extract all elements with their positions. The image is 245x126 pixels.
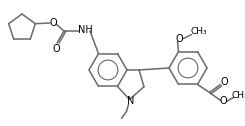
- Text: O: O: [221, 77, 228, 87]
- Text: O: O: [176, 34, 183, 44]
- Text: CH₃: CH₃: [231, 91, 245, 100]
- Text: O: O: [52, 44, 60, 54]
- Text: O: O: [49, 18, 57, 28]
- Text: NH: NH: [78, 25, 92, 35]
- Text: O: O: [220, 97, 227, 106]
- Text: CH₃: CH₃: [190, 27, 207, 36]
- Text: N: N: [127, 97, 134, 106]
